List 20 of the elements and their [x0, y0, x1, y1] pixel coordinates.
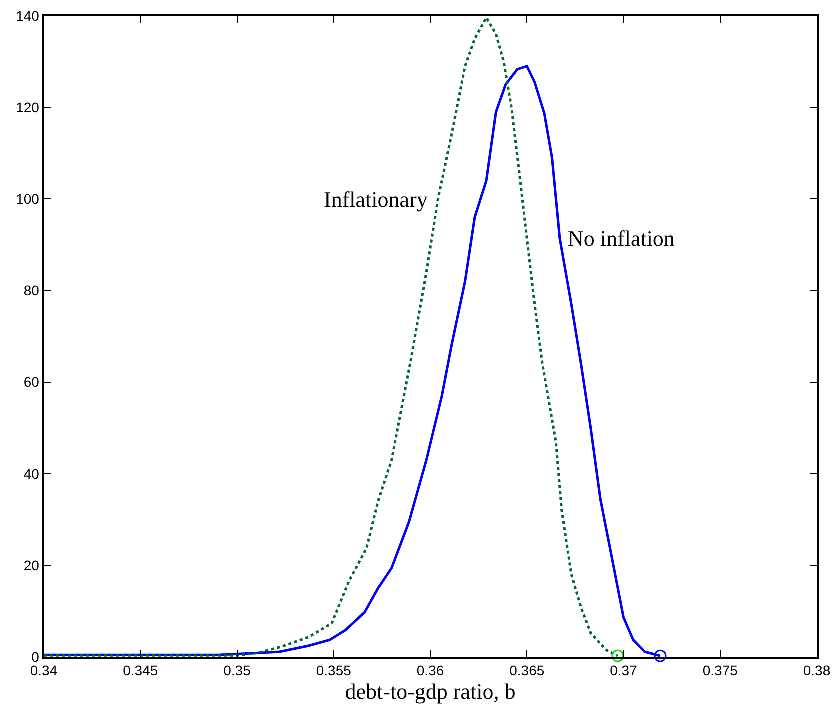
y-tick-label: 80: [24, 282, 40, 299]
x-tick-label: 0.35: [224, 662, 252, 679]
x-tick-label: 0.34: [30, 662, 58, 679]
y-tick-label: 100: [16, 191, 40, 208]
y-tick-label: 60: [24, 374, 40, 390]
x-tick-label: 0.37: [610, 662, 638, 679]
x-tick-label: 0.345: [123, 662, 158, 679]
x-tick-label: 0.365: [510, 662, 545, 679]
series-label: Inflationary: [324, 187, 428, 212]
y-tick-label: 0: [32, 648, 40, 665]
x-tick-label: 0.375: [702, 662, 738, 679]
x-tick-label: 0.36: [416, 662, 444, 679]
x-tick-label: 0.355: [316, 662, 352, 679]
y-tick-label: 40: [24, 466, 40, 482]
y-tick-label: 140: [16, 8, 40, 24]
series-label: No inflation: [568, 226, 675, 251]
y-tick-label: 120: [16, 99, 40, 116]
x-tick-label: 0.38: [803, 662, 831, 679]
x-axis-title: debt-to-gdp ratio, b: [345, 678, 516, 704]
y-tick-label: 20: [24, 557, 40, 574]
